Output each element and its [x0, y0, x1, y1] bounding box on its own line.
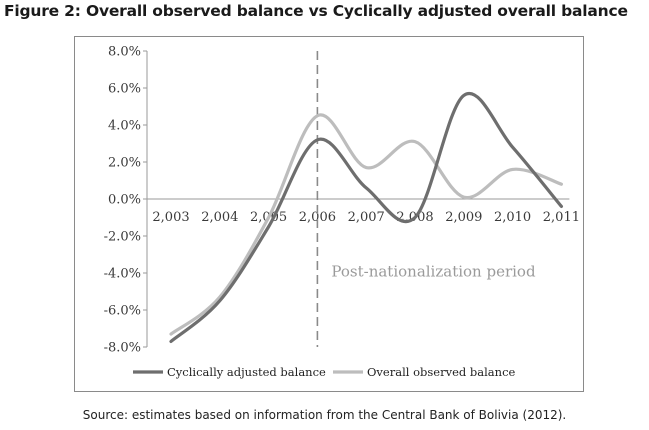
line-chart: 8.0% 6.0% 4.0% 2.0% 0.0% -2.0% -4.0% -6.0% -8.0%…	[104, 45, 580, 380]
series-lines	[169, 91, 563, 344]
x-axis-ticks: 2,003 2,004 2,005 2,006 2,007 2,008 2,009 2,010…	[152, 210, 580, 225]
y-tick-label: 0.0%	[108, 193, 141, 208]
y-tick-label: 2.0%	[108, 156, 141, 171]
x-tick-label: 2,009	[445, 210, 482, 225]
x-tick-label: 2,003	[152, 210, 189, 225]
figure-title: Figure 2: Overall observed balance vs Cy…	[4, 2, 628, 20]
legend: Cyclically adjusted balance Overall obser…	[133, 365, 516, 379]
y-tick-label: 8.0%	[108, 45, 141, 60]
x-tick-label: 2,010	[494, 210, 531, 225]
x-tick-label: 2,004	[201, 210, 238, 225]
legend-label: Cyclically adjusted balance	[167, 365, 326, 379]
series-line-overall-observed	[169, 113, 563, 336]
series-line-cyclically-adjusted	[169, 91, 563, 344]
y-tick-label: -6.0%	[104, 304, 141, 319]
y-tick-label: 6.0%	[108, 82, 141, 97]
y-tick-label: -8.0%	[104, 341, 141, 356]
x-tick-label: 2,006	[299, 210, 336, 225]
source-note: Source: estimates based on information f…	[82, 408, 567, 422]
x-tick-label: 2,007	[348, 210, 385, 225]
x-tick-label: 2,011	[543, 210, 580, 225]
y-tick-label: 4.0%	[108, 119, 141, 134]
chart-frame: 8.0% 6.0% 4.0% 2.0% 0.0% -2.0% -4.0% -6.0% -8.0%…	[74, 36, 584, 392]
y-axis-ticks: 8.0% 6.0% 4.0% 2.0% 0.0% -2.0% -4.0% -6.0% -8.0%	[104, 45, 147, 356]
legend-label: Overall observed balance	[367, 365, 516, 379]
y-tick-label: -2.0%	[104, 230, 141, 245]
post-nationalization-annotation: Post-nationalization period	[331, 263, 536, 281]
y-tick-label: -4.0%	[104, 267, 141, 282]
